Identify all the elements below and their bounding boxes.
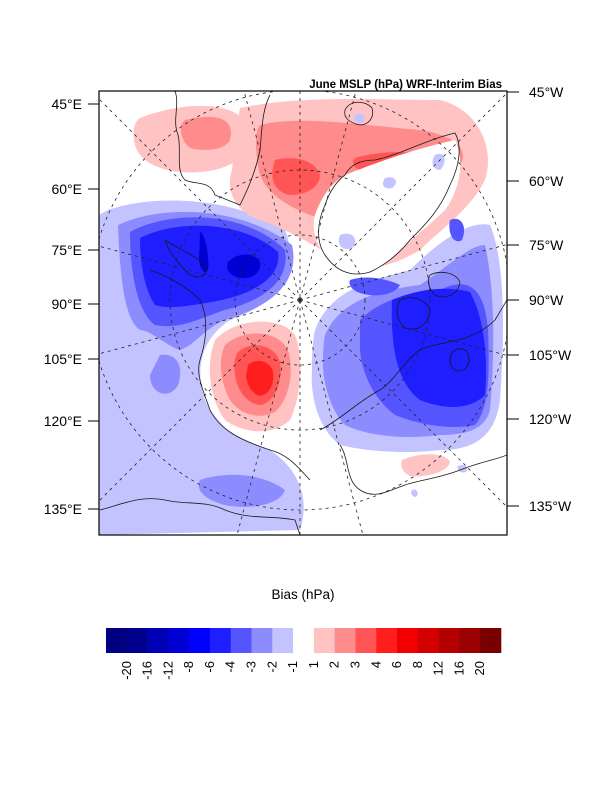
- contour-level-minus-1b: [338, 233, 356, 250]
- colorbar: [106, 628, 502, 653]
- right-axis-label: 45°W: [529, 84, 564, 100]
- colorbar-tick-label: -6: [202, 661, 217, 673]
- right-axis-label: 135°W: [529, 498, 572, 514]
- chart-title: June MSLP (hPa) WRF-Interim Bias: [309, 79, 502, 91]
- colorbar-box: [313, 628, 335, 653]
- colorbar-box: [293, 628, 315, 653]
- colorbar-tick-label: 20: [472, 661, 487, 675]
- right-axis-label: 105°W: [529, 347, 572, 363]
- colorbar-tick-label: -4: [223, 661, 238, 673]
- contour-level-3: [272, 158, 320, 195]
- left-axis-label: 90°E: [51, 296, 82, 312]
- left-axis-label: 60°E: [51, 181, 82, 197]
- colorbar-box: [230, 628, 252, 653]
- left-axis-label: 120°E: [44, 413, 82, 429]
- right-axis-label: 75°W: [529, 237, 564, 253]
- coastline-canadian-archipelago-1: [396, 297, 431, 330]
- colorbar-tick-label: 3: [347, 661, 362, 668]
- contour-alaska-positive: [401, 454, 468, 497]
- colorbar-tick-label: 8: [410, 661, 425, 668]
- left-longitude-axis: 45°E 60°E 75°E 90°E 105°E 120°E 135°E: [44, 96, 99, 517]
- coastline-canadian-archipelago-3: [449, 348, 470, 372]
- colorbar-box: [480, 628, 502, 653]
- colorbar-tick-label: 4: [368, 661, 383, 668]
- coastlines: [99, 91, 507, 535]
- colorbar-tick-label: -2: [264, 661, 279, 673]
- contour-level-minus-1d: [353, 113, 365, 124]
- colorbar-tick-label: -16: [140, 661, 155, 680]
- colorbar-box: [189, 628, 211, 653]
- colorbar-tick-label: 12: [431, 661, 446, 675]
- left-axis-label: 135°E: [44, 501, 82, 517]
- colorbar-box: [106, 628, 128, 653]
- contour-laptev-positive: [209, 321, 301, 432]
- colorbar-tick-label: 2: [327, 661, 342, 668]
- left-axis-label: 75°E: [51, 242, 82, 258]
- contour-level-minus-6: [227, 254, 261, 279]
- contour-canada-negative: [311, 218, 503, 453]
- colorbar-tick-label: -8: [181, 661, 196, 673]
- colorbar-labels: -20 -16 -12 -8 -6 -4 -3 -2 -1 1 2 3 4 6 8 12 16 20: [119, 661, 487, 680]
- coastline-svalbard: [344, 101, 374, 126]
- contour-level-minus-2c: [198, 474, 285, 507]
- right-longitude-axis: 45°W 60°W 75°W 90°W 105°W 120°W 135°W: [507, 84, 572, 514]
- contour-level-minus-1b: [411, 489, 418, 497]
- right-axis-label: 90°W: [529, 292, 564, 308]
- coastline-scandinavia-kola: [174, 91, 271, 206]
- colorbar-box: [334, 628, 356, 653]
- latitude-circle: [234, 234, 366, 366]
- contour-barents-positive: [133, 105, 251, 173]
- colorbar-box: [168, 628, 190, 653]
- contour-level-minus-4: [391, 288, 487, 407]
- colorbar-box: [459, 628, 481, 653]
- latitude-circle: [169, 169, 431, 431]
- colorbar-box: [438, 628, 460, 653]
- colorbar-tick-label: 1: [306, 661, 321, 668]
- contour-level-2: [180, 116, 231, 150]
- colorbar-box: [147, 628, 169, 653]
- colorbar-tick-label: 16: [451, 661, 466, 675]
- contour-level-minus-2b: [150, 354, 181, 394]
- coastline-alaska: [339, 444, 507, 495]
- colorbar-tick-label: -1: [285, 661, 300, 673]
- colorbar-box: [209, 628, 232, 653]
- colorbar-tick-label: -20: [119, 661, 134, 680]
- coastline-siberia-north: [149, 269, 311, 481]
- colorbar-box: [417, 628, 439, 653]
- right-axis-label: 120°W: [529, 411, 572, 427]
- colorbar-tick-label: -12: [160, 661, 175, 680]
- colorbar-box: [251, 628, 273, 653]
- colorbar-box: [126, 628, 148, 653]
- contour-archipelago-minus-3b: [449, 218, 465, 242]
- coastline-novaya-zemlya: [164, 239, 207, 278]
- latitude-circle: [99, 91, 507, 511]
- colorbar-tick-label: -3: [244, 661, 259, 673]
- colorbar-box: [272, 628, 294, 653]
- contour-level-minus-1: [382, 177, 396, 189]
- colorbar-title: Bias (hPa): [271, 587, 334, 602]
- contour-archipelago-minus-3: [349, 277, 400, 296]
- colorbar-box: [355, 628, 377, 653]
- right-axis-label: 60°W: [529, 173, 564, 189]
- coastline-canada-mainland: [319, 299, 507, 431]
- contour-level-1: [401, 454, 450, 477]
- colorbar-tick-label: 6: [389, 661, 404, 668]
- left-axis-label: 105°E: [44, 351, 82, 367]
- left-axis-label: 45°E: [51, 96, 82, 112]
- coastline-east-siberia: [99, 498, 301, 535]
- contour-level-4: [246, 360, 274, 396]
- coastline-canadian-archipelago-2: [428, 271, 461, 298]
- map-frame: [98, 90, 508, 536]
- colorbar-box: [376, 628, 398, 653]
- contour-greenland-interior: [313, 113, 461, 272]
- contour-level-minus-1c: [432, 153, 445, 170]
- coastline-greenland: [318, 132, 460, 275]
- colorbar-box: [397, 628, 419, 653]
